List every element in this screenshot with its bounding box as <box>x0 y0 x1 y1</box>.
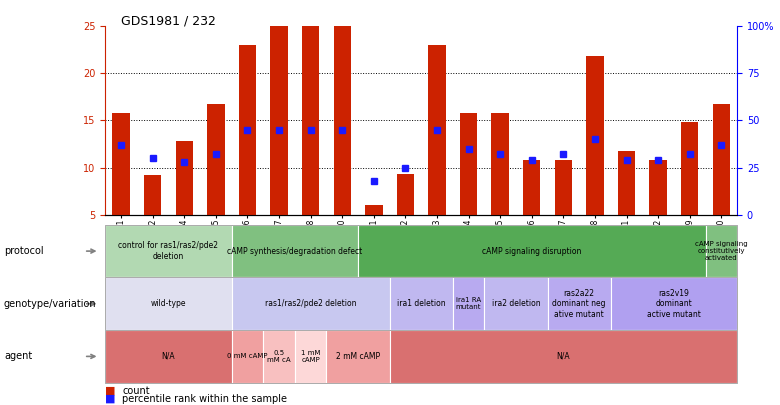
Bar <box>144 175 161 215</box>
Text: 0.5
mM cA: 0.5 mM cA <box>268 350 291 363</box>
Bar <box>365 205 382 215</box>
Text: N/A: N/A <box>161 352 176 361</box>
Bar <box>587 56 604 215</box>
Bar <box>428 45 445 215</box>
Text: ras1/ras2/pde2 deletion: ras1/ras2/pde2 deletion <box>265 299 356 308</box>
Text: count: count <box>122 386 150 396</box>
Text: agent: agent <box>4 352 32 361</box>
Bar <box>176 141 193 215</box>
Text: cAMP signaling
constitutively
activated: cAMP signaling constitutively activated <box>695 241 747 261</box>
Bar <box>681 122 698 215</box>
Text: ras2v19
dominant
active mutant: ras2v19 dominant active mutant <box>647 289 701 319</box>
Bar <box>618 151 635 215</box>
Bar <box>271 26 288 215</box>
Bar <box>112 113 129 215</box>
Text: 2 mM cAMP: 2 mM cAMP <box>336 352 380 361</box>
Text: cAMP signaling disruption: cAMP signaling disruption <box>482 247 581 256</box>
Text: ira1 RA
mutant: ira1 RA mutant <box>456 297 481 310</box>
Bar <box>650 160 667 215</box>
Text: ira1 deletion: ira1 deletion <box>397 299 445 308</box>
Bar <box>491 113 509 215</box>
Text: 1 mM
cAMP: 1 mM cAMP <box>301 350 321 363</box>
Bar <box>302 26 319 215</box>
Bar <box>397 174 414 215</box>
Text: ira2 deletion: ira2 deletion <box>491 299 541 308</box>
Bar <box>713 104 730 215</box>
Text: GDS1981 / 232: GDS1981 / 232 <box>121 14 216 27</box>
Bar <box>460 113 477 215</box>
Text: cAMP synthesis/degradation defect: cAMP synthesis/degradation defect <box>227 247 363 256</box>
Bar <box>523 160 541 215</box>
Text: ras2a22
dominant neg
ative mutant: ras2a22 dominant neg ative mutant <box>552 289 606 319</box>
Text: control for ras1/ras2/pde2
deletion: control for ras1/ras2/pde2 deletion <box>119 241 218 261</box>
Text: N/A: N/A <box>557 352 570 361</box>
Text: wild-type: wild-type <box>151 299 186 308</box>
Text: percentile rank within the sample: percentile rank within the sample <box>122 394 288 404</box>
Text: ■: ■ <box>105 386 115 396</box>
Text: genotype/variation: genotype/variation <box>4 299 97 309</box>
Text: ■: ■ <box>105 394 115 404</box>
Bar <box>555 160 572 215</box>
Bar <box>239 45 256 215</box>
Bar <box>207 104 225 215</box>
Text: protocol: protocol <box>4 246 44 256</box>
Text: 0 mM cAMP: 0 mM cAMP <box>227 354 268 359</box>
Bar <box>334 26 351 215</box>
